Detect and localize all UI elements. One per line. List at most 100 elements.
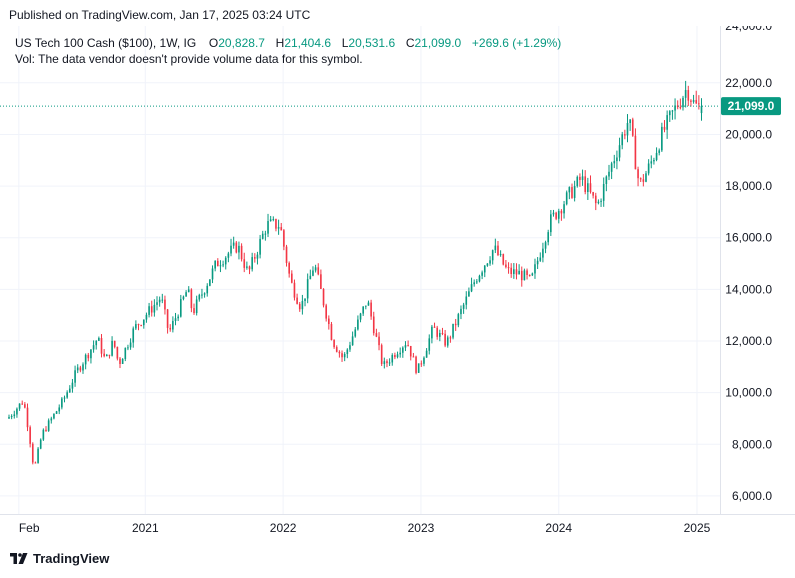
candle-body — [238, 245, 240, 253]
candle — [700, 98, 703, 121]
candle — [198, 293, 201, 302]
candle-body — [695, 100, 698, 104]
candle-body — [557, 210, 560, 219]
candle-body — [621, 134, 624, 146]
candle-body — [261, 233, 264, 239]
candle-body — [510, 267, 513, 274]
candle — [407, 340, 409, 347]
candle-body — [404, 345, 407, 348]
candle — [224, 256, 227, 270]
candle — [235, 241, 238, 254]
candle-body — [306, 279, 309, 299]
candle-body — [132, 328, 135, 343]
candle — [547, 229, 550, 246]
candle — [375, 328, 378, 338]
price-axis[interactable]: 6,000.0 8,000.0 10,000.0 12,000.0 14,000.0 16… — [725, 26, 772, 503]
candle — [462, 302, 465, 314]
candle — [288, 261, 290, 278]
candle — [293, 279, 296, 301]
candle-body — [121, 358, 124, 364]
candle-body — [460, 308, 462, 315]
candle — [195, 295, 198, 316]
time-axis[interactable]: Feb 2021 2022 2023 2024 2025 — [19, 521, 711, 535]
candle — [166, 308, 169, 334]
candle-body — [676, 105, 679, 108]
candle-body — [253, 257, 256, 259]
candle-body — [359, 313, 362, 320]
candle — [679, 98, 682, 110]
candle-body — [264, 233, 267, 235]
candle-body — [679, 107, 682, 109]
candle — [497, 240, 499, 257]
candle-body — [576, 176, 579, 187]
candle — [653, 157, 655, 165]
open-value: 20,828.7 — [218, 36, 265, 50]
candle-body — [108, 354, 111, 356]
candle-body — [209, 279, 211, 286]
candle — [663, 120, 666, 133]
candle-body — [700, 106, 703, 114]
candle — [140, 324, 142, 327]
candle — [74, 365, 76, 387]
candle-body — [288, 262, 290, 274]
candle-body — [483, 265, 486, 273]
candle — [156, 296, 158, 311]
candle — [446, 335, 449, 348]
candle-body — [267, 221, 269, 234]
candle-body — [211, 268, 214, 280]
candle-body — [39, 439, 42, 449]
candle-body — [341, 353, 343, 358]
low-label: L — [341, 36, 349, 50]
candle — [579, 173, 581, 187]
symbol-name[interactable]: US Tech 100 Cash ($100), 1W, IG — [15, 36, 197, 50]
candle — [87, 352, 90, 362]
last-price-tag-text: 21,099.0 — [728, 99, 775, 113]
candle — [209, 279, 211, 287]
candle — [637, 166, 639, 187]
x-tick-label: 2022 — [270, 521, 297, 535]
candle — [682, 95, 684, 111]
y-tick-label: 22,000.0 — [725, 76, 772, 90]
candle — [190, 288, 193, 313]
candle — [26, 403, 29, 432]
candle-body — [470, 284, 473, 292]
candle-body — [666, 115, 668, 130]
candle-body — [481, 272, 483, 276]
candle — [473, 279, 476, 287]
candle-body — [658, 150, 661, 153]
candle — [246, 261, 248, 270]
candle-body — [594, 195, 597, 204]
candle — [304, 298, 306, 307]
candle-body — [468, 291, 470, 297]
close-value: 21,099.0 — [414, 36, 462, 50]
candle-body — [494, 245, 497, 251]
candle-body — [552, 212, 555, 215]
candle-body — [370, 302, 372, 317]
candle — [312, 266, 314, 277]
candle-body — [124, 347, 127, 359]
candle-body — [489, 260, 491, 264]
candle — [396, 351, 399, 359]
candle-body — [465, 296, 468, 305]
candle-body — [31, 443, 34, 463]
candle — [476, 279, 478, 285]
candle — [571, 183, 573, 199]
candle-body — [674, 105, 676, 111]
change-value: +269.6 (+1.29%) — [471, 36, 562, 50]
candle — [211, 265, 214, 284]
candle — [399, 347, 402, 358]
price-chart[interactable]: 6,000.0 8,000.0 10,000.0 12,000.0 14,000.0 16… — [0, 26, 795, 544]
brand-footer[interactable]: TradingView — [10, 551, 109, 566]
candle-body — [16, 408, 18, 415]
candle-body — [129, 342, 132, 348]
candle — [589, 175, 592, 194]
candle-body — [29, 427, 31, 444]
candle-body — [399, 352, 402, 355]
candle-body — [454, 323, 457, 326]
candle — [238, 241, 240, 260]
candle-body — [127, 347, 129, 349]
candle-body — [386, 361, 388, 364]
candle-body — [298, 303, 301, 310]
high-label: H — [275, 36, 285, 50]
candle — [338, 350, 341, 358]
